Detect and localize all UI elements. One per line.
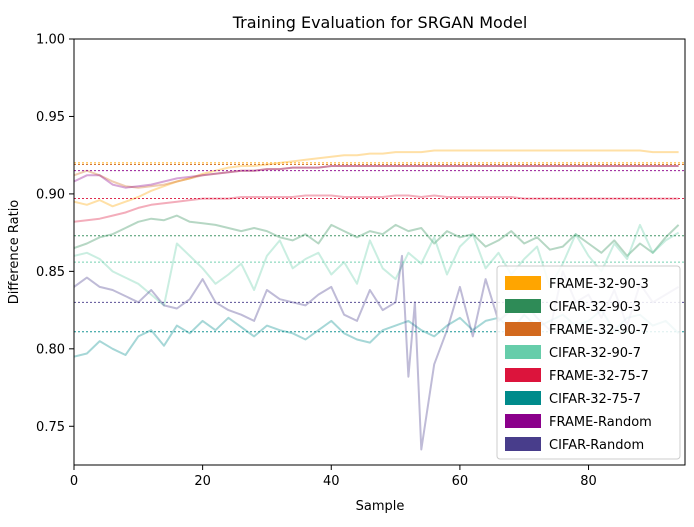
x-tick-label: 40: [323, 474, 340, 489]
x-tick-label: 20: [194, 474, 211, 489]
legend-label: FRAME-32-90-7: [549, 323, 649, 338]
x-axis-label: Sample: [356, 499, 405, 514]
series-line-cifar-32-90-7: [74, 223, 680, 307]
legend-swatch: [505, 345, 541, 359]
legend-swatch: [505, 322, 541, 336]
y-tick-label: 0.80: [36, 342, 65, 357]
legend-swatch: [505, 391, 541, 405]
legend-label: FRAME-32-75-7: [549, 369, 649, 384]
y-axis-label: Difference Ratio: [7, 200, 22, 305]
legend-label: FRAME-Random: [549, 415, 652, 430]
legend-label: CIFAR-Random: [549, 438, 644, 453]
y-tick-label: 1.00: [36, 33, 65, 48]
legend-label: CIFAR-32-90-7: [549, 346, 641, 361]
legend-swatch: [505, 299, 541, 313]
series-line-frame-32-75-7: [74, 194, 679, 223]
axes-layer: 0 20 40 60 80 0.75 0.80 0.85 0.90 0.95 1.00: [36, 33, 686, 489]
legend-swatch: [505, 368, 541, 382]
series-line-cifar-32-90-3: [74, 214, 680, 257]
legend-box: [496, 265, 681, 460]
chart-title: Training Evaluation for SRGAN Model: [232, 13, 528, 32]
series-line-frame-random: [74, 165, 679, 189]
legend-swatch: [505, 276, 541, 290]
series-line-frame-32-90-7: [74, 165, 679, 189]
plot-frame: [73, 38, 686, 466]
x-tick-label: 0: [70, 474, 78, 489]
series-line-frame-32-90-3: [74, 149, 679, 208]
legend-swatch: [505, 437, 541, 451]
legend-label: CIFAR-32-75-7: [549, 392, 641, 407]
legend-label: CIFAR-32-90-3: [549, 300, 641, 315]
series-layer: [74, 149, 680, 451]
legend: FRAME-32-90-3 CIFAR-32-90-3 FRAME-32-90-7 C…: [496, 265, 681, 460]
y-tick-label: 0.75: [36, 420, 65, 435]
y-tick-label: 0.95: [36, 110, 65, 125]
legend-swatch: [505, 414, 541, 428]
y-tick-label: 0.85: [36, 265, 65, 280]
legend-label: FRAME-32-90-3: [549, 277, 649, 292]
x-tick-label: 60: [452, 474, 469, 489]
x-tick-label: 80: [580, 474, 597, 489]
y-tick-label: 0.90: [36, 187, 65, 202]
